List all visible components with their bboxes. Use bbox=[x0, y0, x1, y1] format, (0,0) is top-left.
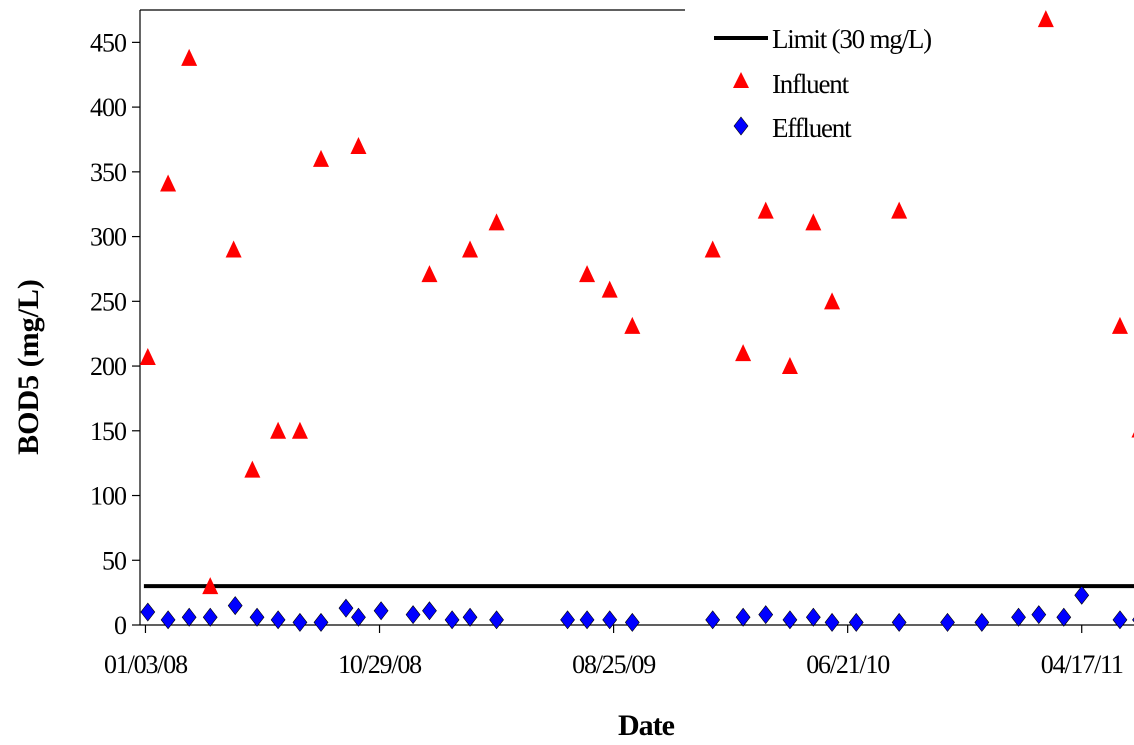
influent-point bbox=[1111, 316, 1128, 334]
y-tick-label: 400 bbox=[90, 93, 127, 122]
effluent-point bbox=[1031, 605, 1047, 625]
influent-point bbox=[244, 460, 261, 478]
effluent-point bbox=[270, 610, 286, 630]
influent-point bbox=[313, 149, 330, 167]
y-axis-label: BOD5 (mg/L) bbox=[12, 279, 45, 455]
influent-point bbox=[202, 577, 219, 595]
effluent-point bbox=[249, 607, 265, 627]
effluent-point bbox=[444, 610, 460, 630]
x-tick-label: 06/21/10 bbox=[806, 650, 890, 679]
effluent-point bbox=[202, 607, 218, 627]
effluent-point bbox=[1074, 585, 1090, 605]
effluent-point bbox=[1112, 610, 1128, 630]
effluent-point bbox=[602, 610, 618, 630]
effluent-point bbox=[824, 612, 840, 632]
influent-point bbox=[462, 240, 479, 258]
y-tick-label: 250 bbox=[90, 287, 127, 316]
effluent-point bbox=[373, 601, 389, 621]
y-tick-label: 350 bbox=[90, 158, 127, 187]
influent-point bbox=[160, 174, 177, 192]
effluent-point bbox=[891, 612, 907, 632]
influent-point bbox=[270, 421, 287, 439]
y-tick-label: 100 bbox=[90, 482, 127, 511]
influent-point bbox=[579, 265, 596, 283]
effluent-point bbox=[758, 605, 774, 625]
effluent-point bbox=[227, 596, 243, 616]
effluent-point bbox=[313, 612, 329, 632]
influent-point bbox=[1037, 10, 1054, 28]
effluent-point bbox=[579, 610, 595, 630]
influent-point bbox=[291, 421, 308, 439]
effluent-point bbox=[140, 602, 156, 622]
legend-limit-label: Limit (30 mg/L) bbox=[772, 24, 931, 54]
x-tick-label: 10/29/08 bbox=[338, 650, 422, 679]
influent-point bbox=[735, 344, 752, 362]
legend: Limit (30 mg/L) Influent Effluent bbox=[686, 8, 956, 158]
influent-point bbox=[1131, 432, 1134, 438]
y-ticks: 0 50 100 150 200 250 300 350 400 450 bbox=[90, 28, 140, 640]
x-ticks: 01/03/08 10/29/08 08/25/09 06/21/10 04/17/11 bbox=[104, 625, 1124, 679]
effluent-point bbox=[805, 607, 821, 627]
influent-point bbox=[891, 201, 908, 219]
influent-point bbox=[781, 357, 798, 375]
effluent-point bbox=[181, 607, 197, 627]
effluent-point bbox=[422, 601, 437, 621]
effluent-point bbox=[940, 612, 955, 632]
effluent-point bbox=[1056, 607, 1072, 627]
effluent-point bbox=[351, 607, 366, 627]
x-tick-label: 08/25/09 bbox=[572, 650, 655, 679]
y-tick-label: 50 bbox=[102, 546, 127, 575]
effluent-point bbox=[160, 610, 176, 630]
influent-point bbox=[139, 347, 156, 365]
legend-box bbox=[686, 8, 956, 158]
effluent-point bbox=[489, 610, 504, 630]
effluent-point bbox=[405, 605, 421, 625]
legend-effluent-marker bbox=[733, 116, 749, 136]
effluent-point bbox=[735, 607, 751, 627]
influent-point bbox=[488, 213, 505, 231]
y-tick-label: 300 bbox=[90, 223, 127, 252]
effluent-point bbox=[560, 610, 575, 630]
effluent-point bbox=[1011, 607, 1026, 627]
x-axis-label: Date bbox=[618, 709, 675, 742]
influent-series bbox=[139, 10, 1134, 595]
effluent-series bbox=[140, 585, 1134, 632]
influent-point bbox=[624, 316, 641, 334]
y-tick-label: 0 bbox=[114, 611, 127, 640]
effluent-point bbox=[848, 612, 864, 632]
influent-point bbox=[181, 48, 198, 66]
effluent-point bbox=[705, 610, 721, 630]
effluent-point bbox=[338, 598, 354, 618]
chart-axes bbox=[139, 9, 1134, 626]
influent-point bbox=[824, 292, 841, 310]
influent-point bbox=[805, 213, 822, 231]
x-tick-label: 01/03/08 bbox=[104, 650, 188, 679]
influent-point bbox=[421, 265, 438, 283]
x-tick-label: 04/17/11 bbox=[1041, 650, 1123, 679]
legend-effluent-label: Effluent bbox=[772, 113, 852, 143]
legend-influent-marker bbox=[733, 72, 749, 88]
effluent-point bbox=[974, 612, 990, 632]
influent-point bbox=[350, 136, 367, 154]
effluent-point bbox=[462, 607, 478, 627]
influent-point bbox=[601, 280, 618, 298]
influent-point bbox=[757, 201, 774, 219]
legend-influent-label: Influent bbox=[772, 69, 850, 99]
influent-point bbox=[704, 240, 721, 258]
effluent-point bbox=[292, 612, 308, 632]
y-tick-label: 200 bbox=[90, 352, 127, 381]
influent-point bbox=[225, 240, 242, 258]
y-tick-label: 150 bbox=[90, 417, 127, 446]
effluent-point bbox=[624, 612, 640, 632]
y-tick-label: 450 bbox=[90, 28, 127, 57]
effluent-point bbox=[782, 610, 798, 630]
